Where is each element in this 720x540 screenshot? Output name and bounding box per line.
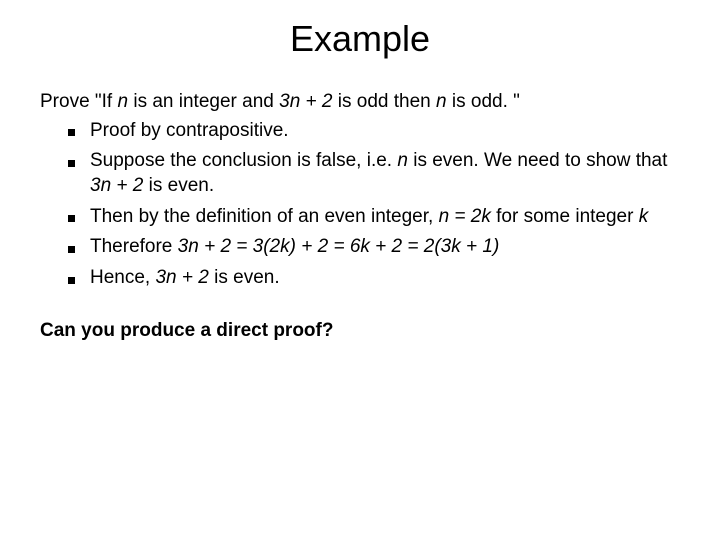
prompt-text: is odd then [332, 91, 436, 112]
bullet-text: Suppose the conclusion is false, i.e. [90, 150, 397, 171]
math-var-k: k [639, 206, 649, 227]
list-item: Proof by contrapositive. [68, 119, 680, 144]
list-item: Therefore 3n + 2 = 3(2k) + 2 = 6k + 2 = … [68, 235, 680, 260]
math-var-n: n [397, 150, 408, 171]
slide: Example Prove "If n is an integer and 3n… [0, 0, 720, 540]
list-item: Then by the definition of an even intege… [68, 205, 680, 230]
list-item: Hence, 3n + 2 is even. [68, 266, 680, 291]
followup-question: Can you produce a direct proof? [40, 319, 680, 344]
bullet-text: Hence, [90, 267, 155, 288]
bullet-text: Then by the definition of an even intege… [90, 206, 439, 227]
math-var-n: n [118, 91, 129, 112]
bullet-text: Proof by contrapositive. [90, 120, 289, 141]
math-expr: 3n + 2 [155, 267, 208, 288]
slide-title: Example [0, 0, 720, 60]
proof-prompt: Prove "If n is an integer and 3n + 2 is … [40, 90, 680, 115]
math-eq: n = 2k [439, 206, 491, 227]
bullet-list: Proof by contrapositive. Suppose the con… [40, 119, 680, 291]
bullet-text: is even. [209, 267, 280, 288]
math-expr: 3n + 2 [279, 91, 332, 112]
slide-body: Prove "If n is an integer and 3n + 2 is … [0, 60, 720, 344]
math-eq: 3n + 2 = 3(2k) + 2 = 6k + 2 = 2(3k + 1) [178, 236, 500, 257]
math-var-n: n [436, 91, 447, 112]
math-expr: 3n + 2 [90, 175, 143, 196]
bullet-text: is even. [143, 175, 214, 196]
prompt-text: Prove "If [40, 91, 118, 112]
prompt-text: is an integer and [128, 91, 279, 112]
prompt-text: is odd. " [447, 91, 520, 112]
list-item: Suppose the conclusion is false, i.e. n … [68, 149, 680, 198]
bullet-text: for some integer [491, 206, 639, 227]
bullet-text: Therefore [90, 236, 178, 257]
bullet-text: is even. We need to show that [408, 150, 667, 171]
